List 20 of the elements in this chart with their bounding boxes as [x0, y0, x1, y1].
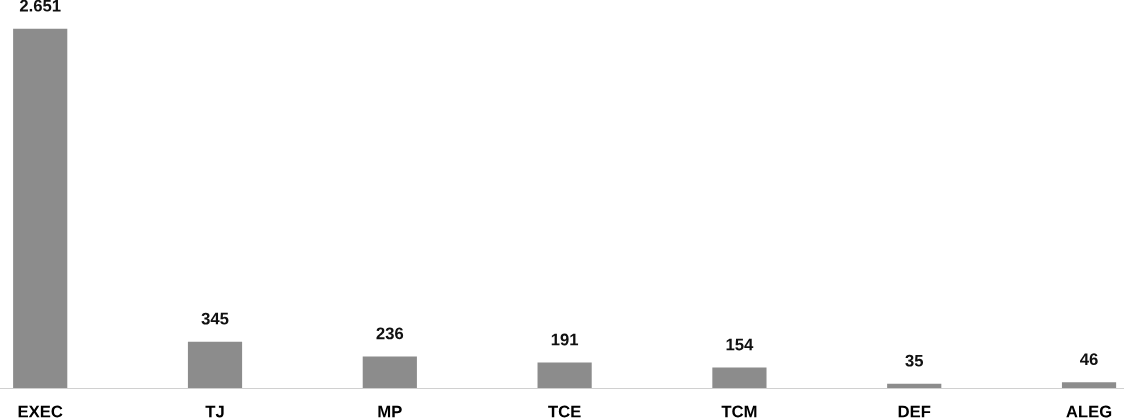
data-label: 345	[201, 312, 229, 325]
x-tick-label: DEF	[898, 405, 931, 418]
data-label: 35	[905, 354, 924, 367]
x-tick-label: TJ	[205, 405, 224, 418]
data-label: 236	[376, 327, 404, 340]
x-tick-label: EXEC	[18, 405, 63, 418]
x-tick-label: MP	[378, 405, 402, 418]
data-label: 2.651	[19, 0, 61, 12]
bar	[187, 341, 243, 389]
x-tick-label: ALEG	[1066, 405, 1112, 418]
bar	[1061, 382, 1117, 389]
bar	[13, 28, 68, 389]
bar	[537, 362, 592, 389]
x-tick-label: TCM	[721, 405, 757, 418]
x-tick-label: TCE	[548, 405, 581, 418]
data-label: 191	[551, 333, 579, 346]
data-label: 46	[1080, 353, 1098, 366]
data-label: 154	[726, 338, 754, 351]
bar	[712, 367, 767, 389]
bar	[362, 356, 417, 389]
